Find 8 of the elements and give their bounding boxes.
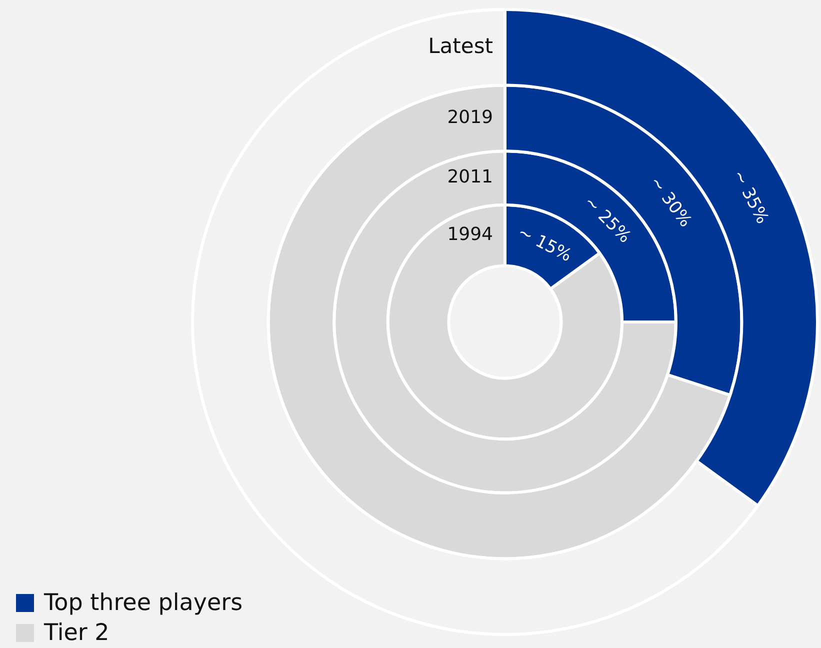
slice-label: 1994: [447, 224, 493, 246]
data-label: ~ 15%: [514, 222, 575, 266]
slice-label: Latest: [428, 34, 493, 58]
data-label: ~ 35%: [728, 166, 772, 228]
legend-label: Top three players: [44, 590, 243, 616]
slice-label: 2019: [447, 106, 493, 128]
legend-label: Tier 2: [44, 620, 110, 646]
slice-label: 2011: [447, 166, 493, 188]
